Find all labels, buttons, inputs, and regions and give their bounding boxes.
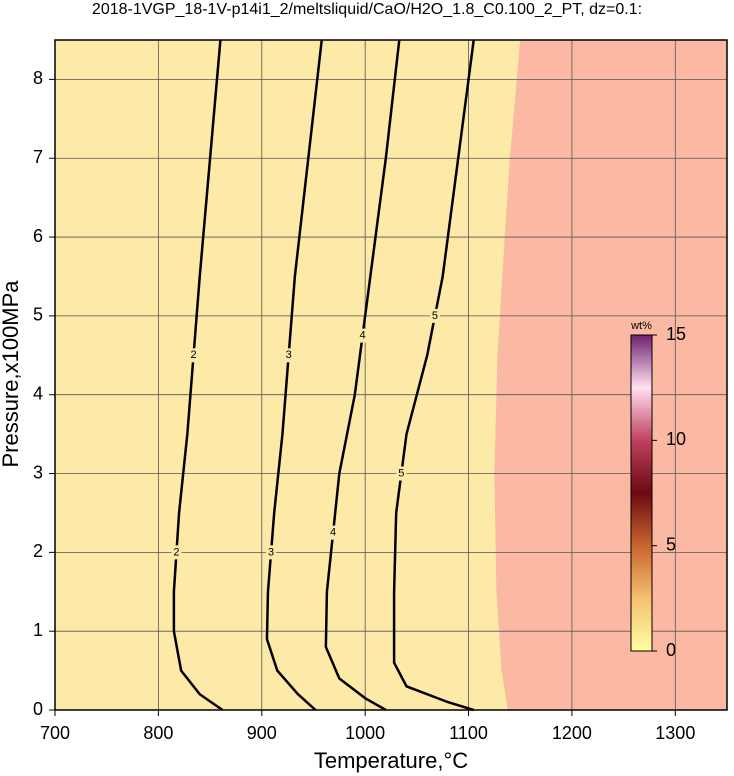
contour-label-bg: [429, 308, 440, 323]
colorbar-label: wt%: [630, 320, 652, 332]
y-tick-label: 7: [33, 147, 43, 167]
x-tick-label: 700: [40, 723, 70, 743]
x-tick-label: 1000: [345, 723, 385, 743]
y-axis-label: Pressure,x100MPa: [0, 280, 23, 468]
contour-label-bg: [396, 466, 407, 481]
x-axis-label: Temperature,°C: [314, 748, 468, 773]
contour-label: 4: [330, 527, 336, 539]
contour-label: 4: [360, 329, 366, 341]
chart-title: 2018-1VGP_18-1V-p14i1_2/meltsliquid/CaO/…: [92, 1, 642, 18]
contour-label: 2: [173, 546, 179, 558]
contour-label: 3: [268, 546, 274, 558]
contour-label-bg: [328, 525, 339, 540]
contour-label-bg: [188, 348, 199, 363]
colorbar-tick-label: 10: [666, 429, 686, 449]
contour-label-bg: [266, 545, 277, 560]
y-tick-label: 4: [33, 383, 43, 403]
contour-label: 5: [398, 467, 404, 479]
x-tick-label: 1200: [552, 723, 592, 743]
y-tick-label: 2: [33, 541, 43, 561]
plot-frame: [54, 39, 728, 711]
colorbar-tick-label: 5: [666, 534, 676, 554]
y-tick-label: 0: [33, 699, 43, 719]
colorbar-tick-label: 0: [666, 640, 676, 660]
y-tick-label: 8: [33, 68, 43, 88]
x-tick-label: 1100: [449, 723, 488, 743]
x-tick-label: 800: [143, 723, 173, 743]
x-tick-label: 900: [247, 723, 277, 743]
colorbar-tick-label: 15: [666, 324, 686, 344]
liquid-free-region: [494, 40, 727, 710]
contour-line: [392, 39, 475, 712]
contour-label: 3: [286, 349, 292, 361]
contour-label: 5: [432, 310, 438, 322]
colorbar: [630, 334, 653, 652]
contour-label: 2: [190, 349, 196, 361]
contour-label-bg: [283, 348, 294, 363]
y-tick-label: 6: [33, 226, 43, 246]
y-tick-label: 3: [33, 462, 43, 482]
y-tick-label: 5: [33, 305, 43, 325]
y-tick-label: 1: [33, 620, 43, 640]
contour-label-bg: [171, 545, 182, 560]
contour-label-bg: [357, 328, 368, 343]
x-tick-label: 1300: [655, 723, 695, 743]
